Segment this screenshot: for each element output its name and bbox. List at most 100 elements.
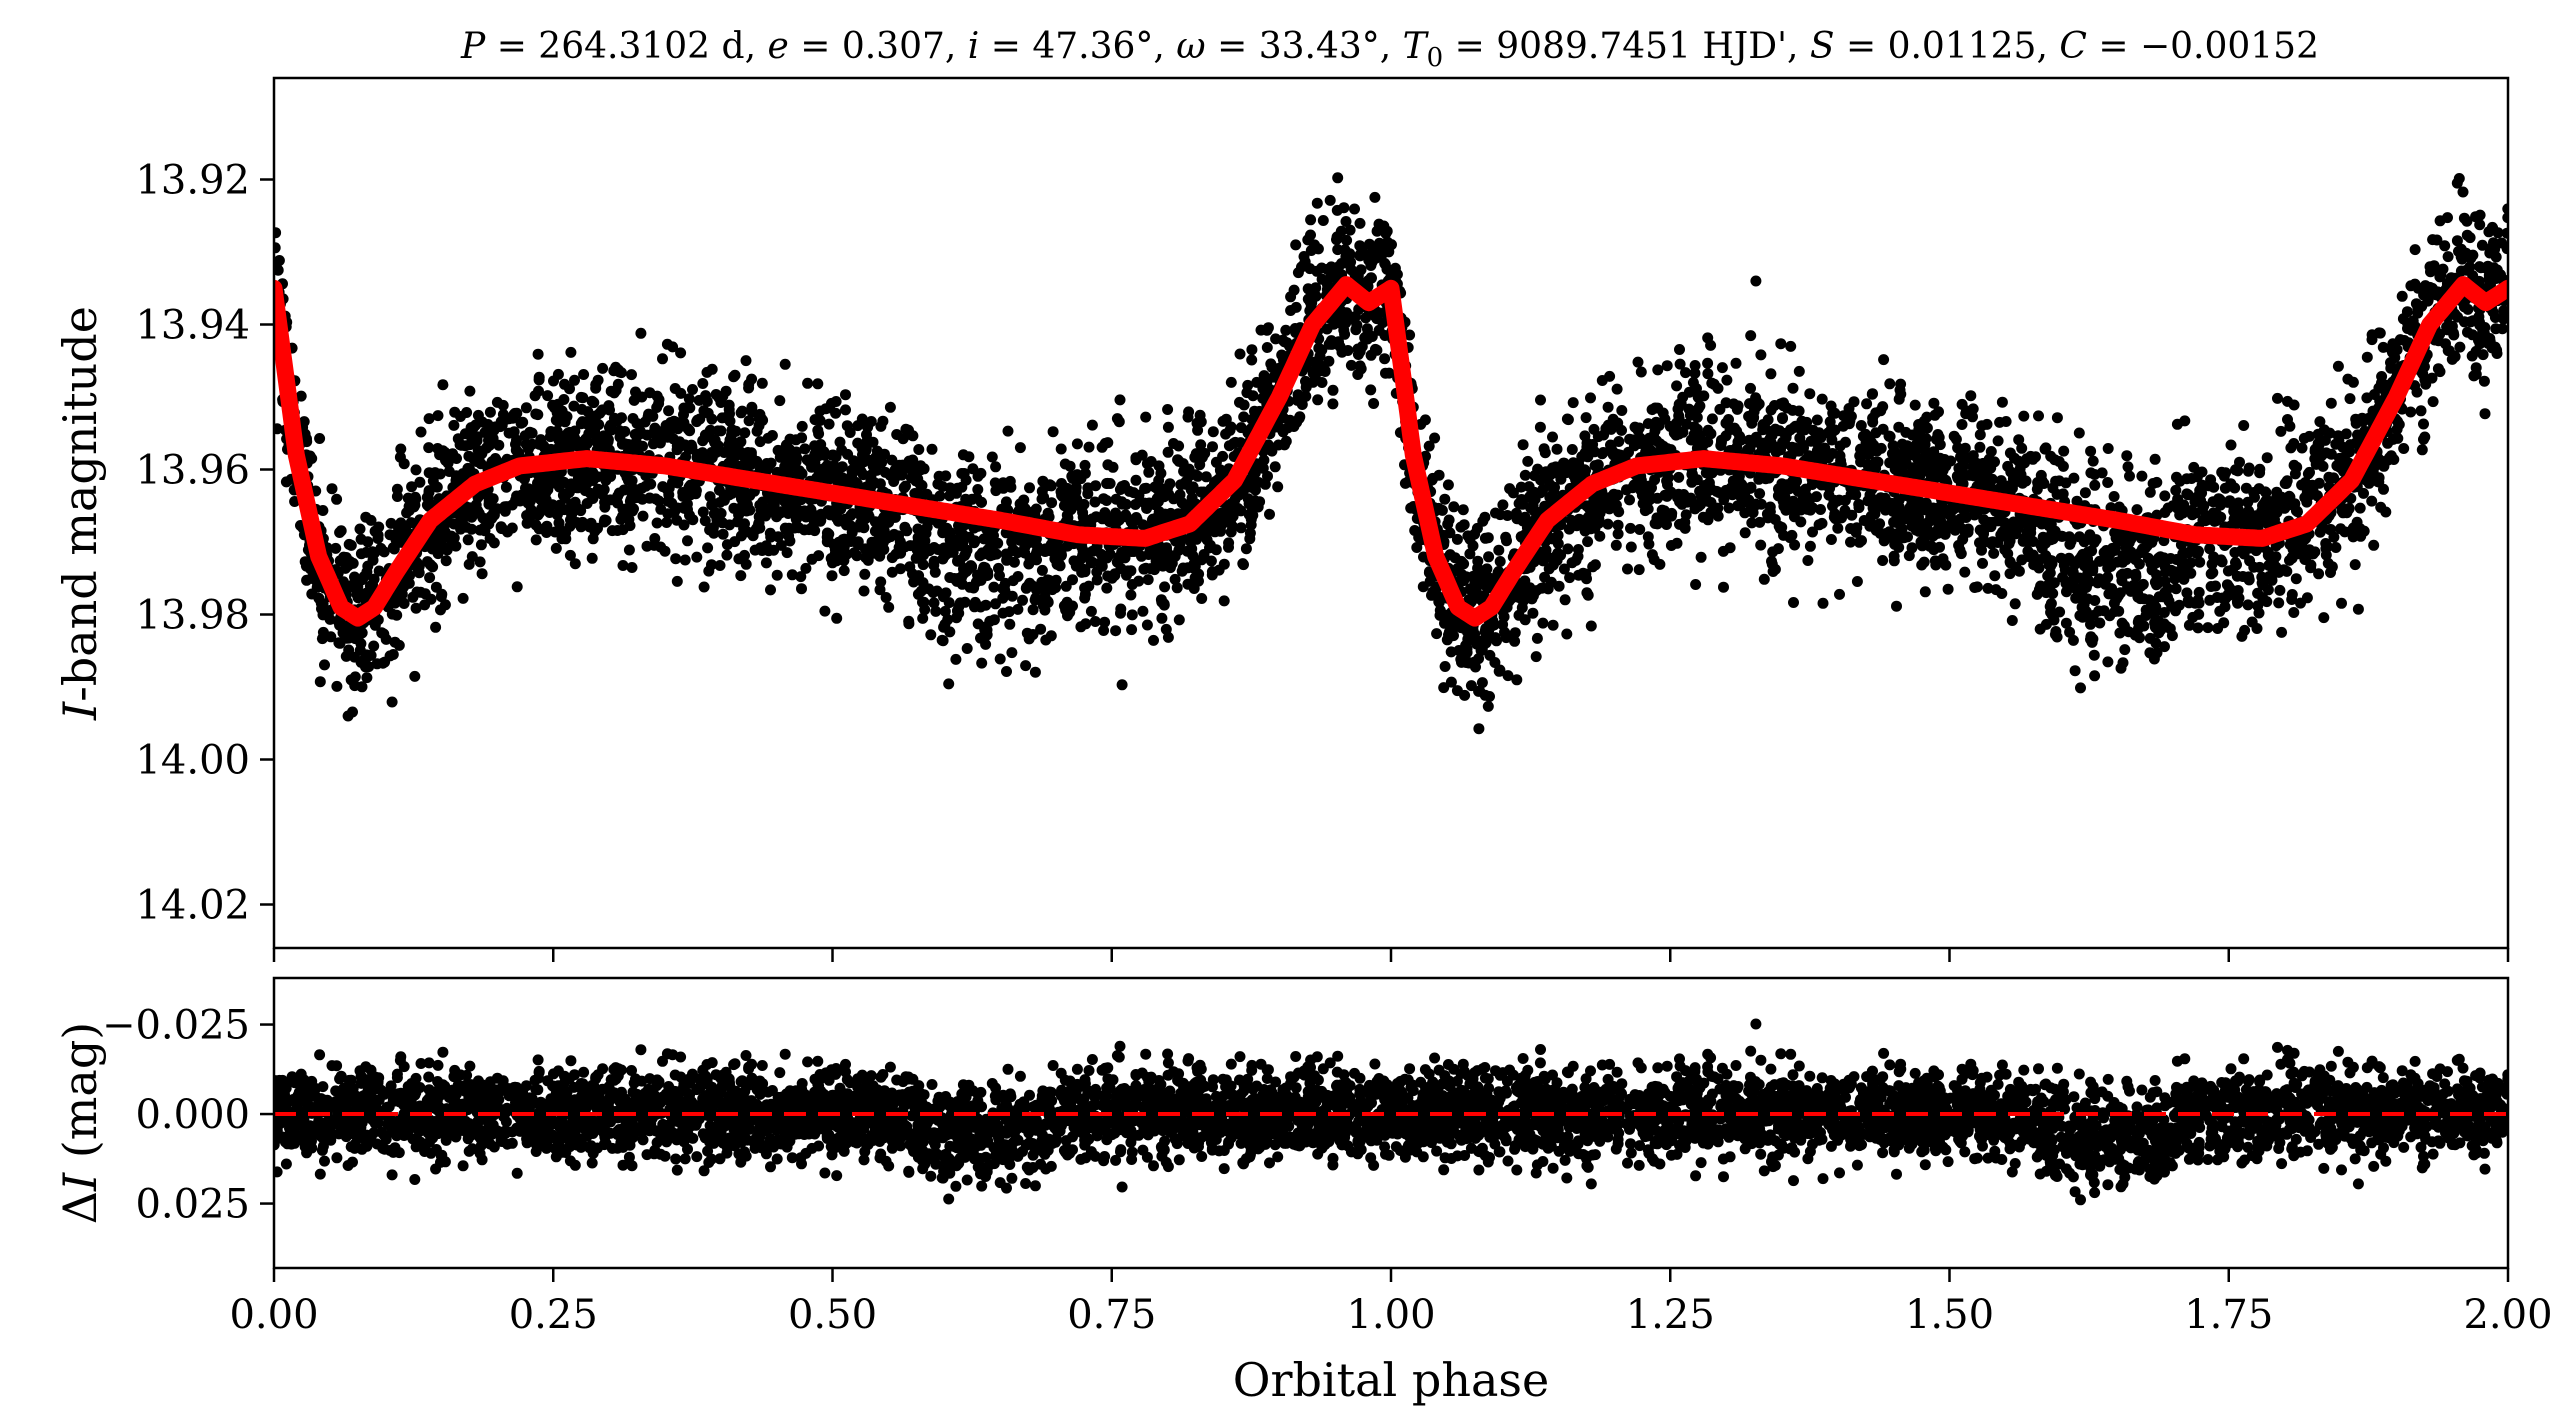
light-curve-point <box>1625 541 1637 553</box>
light-curve-point <box>2225 439 2237 451</box>
light-curve-point <box>736 405 748 417</box>
light-curve-point <box>1509 635 1521 647</box>
light-curve-point <box>597 362 609 374</box>
light-curve-point <box>848 455 859 467</box>
light-curve-point <box>2502 203 2508 215</box>
light-curve-point <box>1634 524 1646 535</box>
light-curve-point <box>1079 459 1091 471</box>
light-curve-point <box>1156 612 1168 624</box>
light-curve-point <box>1870 427 1882 439</box>
light-curve-point <box>2197 502 2209 514</box>
light-curve-point <box>1802 555 1814 566</box>
light-curve-point <box>424 572 436 584</box>
light-curve-point <box>1795 516 1807 528</box>
light-curve-point <box>852 420 864 432</box>
light-curve-point <box>1532 463 1544 475</box>
light-curve-point <box>2478 375 2490 387</box>
light-curve-point <box>682 535 693 547</box>
light-curve-point <box>774 395 786 407</box>
light-curve-point <box>1712 510 1724 522</box>
light-curve-point <box>1331 204 1343 216</box>
light-curve-point <box>1561 628 1573 640</box>
light-curve-point <box>1801 416 1813 428</box>
light-curve-point <box>1534 421 1546 433</box>
light-curve-point <box>352 633 364 644</box>
light-curve-point <box>2124 470 2135 482</box>
light-curve-point <box>1176 497 1188 509</box>
light-curve-point <box>340 650 352 662</box>
light-curve-point <box>972 484 984 495</box>
light-curve-point <box>1122 565 1134 577</box>
light-curve-point <box>2318 612 2330 624</box>
light-curve-point <box>605 385 617 397</box>
light-curve-point <box>1024 482 1035 494</box>
light-curve-point <box>2014 463 2026 475</box>
light-curve-point <box>1433 596 1445 608</box>
light-curve-point <box>2068 472 2080 484</box>
light-curve-point <box>1699 483 1710 495</box>
light-curve-point <box>476 568 488 580</box>
light-curve-point <box>2082 593 2094 605</box>
light-curve-point <box>547 429 558 441</box>
light-curve-point <box>2102 656 2114 668</box>
light-curve-point <box>1200 471 1212 483</box>
light-curve-point <box>1130 474 1142 486</box>
light-curve-point <box>423 413 435 425</box>
light-curve-point <box>859 543 871 555</box>
light-curve-point <box>2314 416 2326 428</box>
light-curve-point <box>1874 518 1886 530</box>
light-curve-point <box>314 676 326 688</box>
light-curve-point <box>899 541 911 553</box>
light-curve-point <box>2351 414 2363 426</box>
light-curve-point <box>961 643 973 654</box>
light-curve-point <box>2028 559 2040 571</box>
light-curve-point <box>1778 493 1790 505</box>
light-curve-point <box>1207 426 1219 438</box>
light-curve-point <box>1235 522 1247 534</box>
light-curve-point <box>2192 547 2204 559</box>
light-curve-point <box>2299 551 2311 563</box>
light-curve-point <box>1195 439 1207 451</box>
light-curve-point <box>432 548 444 560</box>
light-curve-point <box>988 581 1000 593</box>
light-curve-point <box>1702 368 1714 380</box>
light-curve-point <box>1324 194 1336 206</box>
light-curve-point <box>529 390 541 402</box>
light-curve-point <box>1086 419 1098 431</box>
light-curve-point <box>972 470 984 482</box>
light-curve-point <box>1988 547 2000 559</box>
light-curve-point <box>565 346 577 358</box>
light-curve-point <box>1459 689 1471 701</box>
light-curve-point <box>1089 616 1101 627</box>
light-curve-point <box>723 399 735 411</box>
light-curve-point <box>968 582 980 594</box>
light-curve-point <box>462 534 474 546</box>
light-curve-point <box>1029 594 1041 606</box>
light-curve-point <box>943 678 955 690</box>
light-curve-point <box>1055 443 1067 455</box>
light-curve-point <box>1162 446 1174 458</box>
light-curve-point <box>556 533 568 545</box>
light-curve-point <box>1234 348 1246 360</box>
light-curve-point <box>1559 594 1571 606</box>
light-curve-point <box>1585 392 1596 404</box>
light-curve-point <box>1244 533 1256 545</box>
light-curve-point <box>980 638 992 650</box>
light-curve-point <box>2318 424 2330 436</box>
light-curve-point <box>1433 502 1445 514</box>
light-curve-point <box>1114 394 1126 406</box>
light-curve-point <box>1893 421 1905 433</box>
light-curve-point <box>2058 445 2070 457</box>
light-curve-point <box>1247 390 1259 402</box>
light-curve-point <box>1588 495 1600 507</box>
light-curve-point <box>1290 239 1302 251</box>
light-curve-point <box>2366 495 2378 507</box>
light-curve-point <box>2302 468 2314 480</box>
light-curve-point <box>1183 406 1195 418</box>
light-curve-point <box>2007 473 2019 485</box>
light-curve-point <box>1703 426 1715 438</box>
light-curve-point <box>928 597 940 609</box>
light-curve-point <box>1365 260 1377 271</box>
light-curve-point <box>2410 298 2422 310</box>
light-curve-point <box>2454 341 2466 353</box>
